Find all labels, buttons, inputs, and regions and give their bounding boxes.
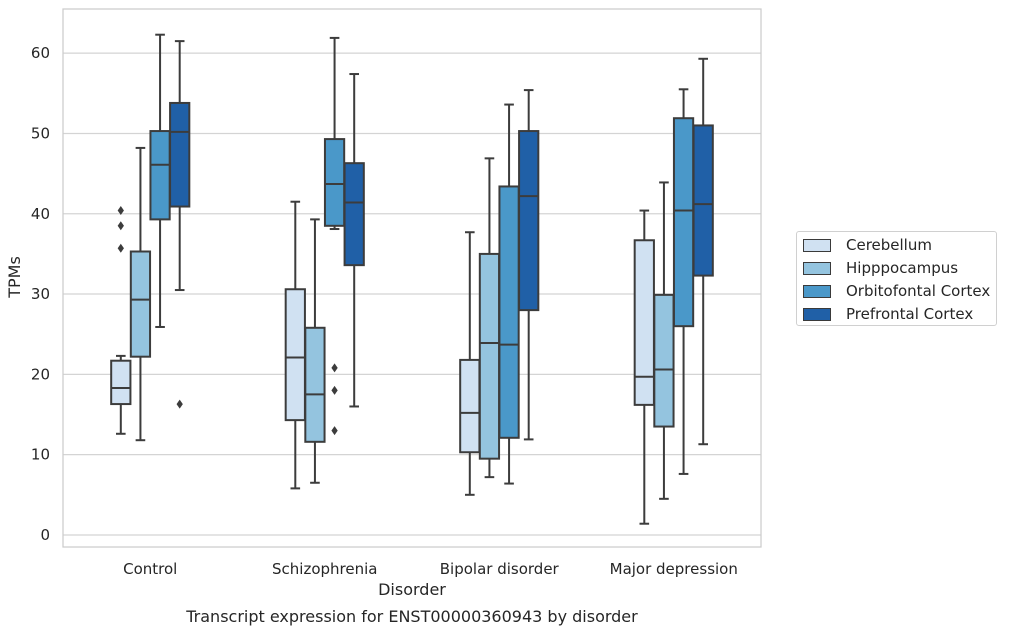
box-plot <box>498 103 520 485</box>
box-plot <box>343 73 365 408</box>
x-tick-label: Schizophrenia <box>272 560 377 578</box>
box-iqr <box>129 250 152 358</box>
box-iqr <box>284 288 306 422</box>
box-iqr <box>149 130 171 221</box>
chart-caption: Transcript expression for ENST0000036094… <box>185 607 638 626</box>
box-plot <box>304 218 326 484</box>
box-iqr <box>478 252 501 460</box>
box-iqr <box>304 326 326 443</box>
y-tick-label: 10 <box>31 446 50 464</box>
x-axis-label: Disorder <box>378 580 446 599</box>
box-plot <box>459 231 481 496</box>
legend-swatch <box>803 284 831 298</box>
legend-item: Prefrontal Cortex <box>803 304 973 324</box>
outlier-point <box>176 399 183 409</box>
box-iqr <box>518 130 540 312</box>
box-plot <box>284 200 306 490</box>
outlier-point <box>331 426 338 436</box>
box-iqr <box>169 101 191 208</box>
legend-item: Hipppocampus <box>803 258 958 278</box>
box-plot <box>653 181 675 500</box>
box-iqr <box>498 185 520 439</box>
y-tick-label: 0 <box>40 526 50 544</box>
outlier-point <box>117 243 124 253</box>
x-tick-label: Major depression <box>610 560 738 578</box>
legend-label: Orbitofontal Cortex <box>846 282 991 300</box>
y-tick-label: 50 <box>31 124 50 142</box>
y-tick-label: 20 <box>31 365 50 383</box>
legend-label: Cerebellum <box>846 236 932 254</box>
box-iqr <box>110 359 132 406</box>
y-axis-label: TPMs <box>5 256 24 299</box>
legend: Cerebellum Hipppocampus Orbitofontal Corte… <box>796 231 997 326</box>
box-plot <box>110 206 132 435</box>
legend-item: Orbitofontal Cortex <box>803 281 990 301</box>
box-iqr <box>653 293 675 428</box>
box-plot <box>478 157 501 479</box>
box-plot <box>518 89 540 441</box>
y-tick-label: 60 <box>31 44 50 62</box>
plot-frame <box>62 8 762 548</box>
legend-swatch <box>803 261 831 275</box>
box-plot <box>129 146 152 442</box>
box-iqr <box>672 117 695 328</box>
outlier-point <box>331 385 338 395</box>
x-tick-label: Control <box>123 560 177 578</box>
box-plot <box>692 57 714 446</box>
gridlines <box>63 52 761 536</box>
y-tick-label: 40 <box>31 205 50 223</box>
outlier-point <box>117 206 124 216</box>
box-plot <box>672 88 695 475</box>
box-iqr <box>343 162 365 267</box>
x-tick-label: Bipolar disorder <box>440 560 560 578</box>
outlier-point <box>331 363 338 373</box>
box-iqr <box>692 124 714 277</box>
legend-swatch <box>803 238 831 252</box>
plot-area <box>63 9 761 547</box>
box-iqr <box>323 138 346 227</box>
legend-label: Hipppocampus <box>846 259 959 277</box>
ticks: 0 10 20 30 40 50 60 Control Schizophrenia Bipolar… <box>31 44 738 578</box>
box-plot <box>323 36 346 436</box>
legend-item: Cerebellum <box>803 235 932 255</box>
boxes <box>110 33 714 525</box>
legend-swatch <box>803 307 831 321</box>
box-plot <box>169 40 191 409</box>
legend-label: Prefrontal Cortex <box>846 305 974 323</box>
box-iqr <box>459 358 481 454</box>
outlier-point <box>117 221 124 231</box>
box-iqr <box>633 239 655 406</box>
y-tick-label: 30 <box>31 285 50 303</box>
